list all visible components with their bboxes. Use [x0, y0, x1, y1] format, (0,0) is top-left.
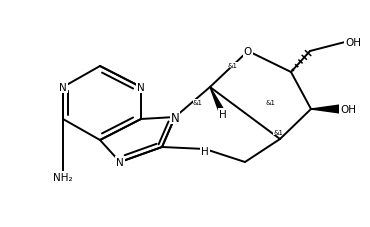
Text: NH₂: NH₂ [53, 172, 73, 182]
Text: N: N [137, 83, 145, 93]
Text: OH: OH [345, 38, 361, 48]
Text: OH: OH [340, 105, 356, 114]
Text: &1: &1 [265, 100, 275, 106]
Text: &1: &1 [193, 100, 203, 106]
Text: H: H [201, 146, 209, 156]
Text: N: N [116, 157, 124, 167]
Polygon shape [311, 106, 340, 114]
Text: N: N [59, 83, 67, 93]
Text: N: N [171, 111, 179, 124]
Text: &1: &1 [273, 129, 283, 135]
Text: O: O [244, 47, 252, 57]
Polygon shape [210, 88, 226, 116]
Text: H: H [219, 109, 227, 119]
Text: &1: &1 [228, 63, 238, 69]
